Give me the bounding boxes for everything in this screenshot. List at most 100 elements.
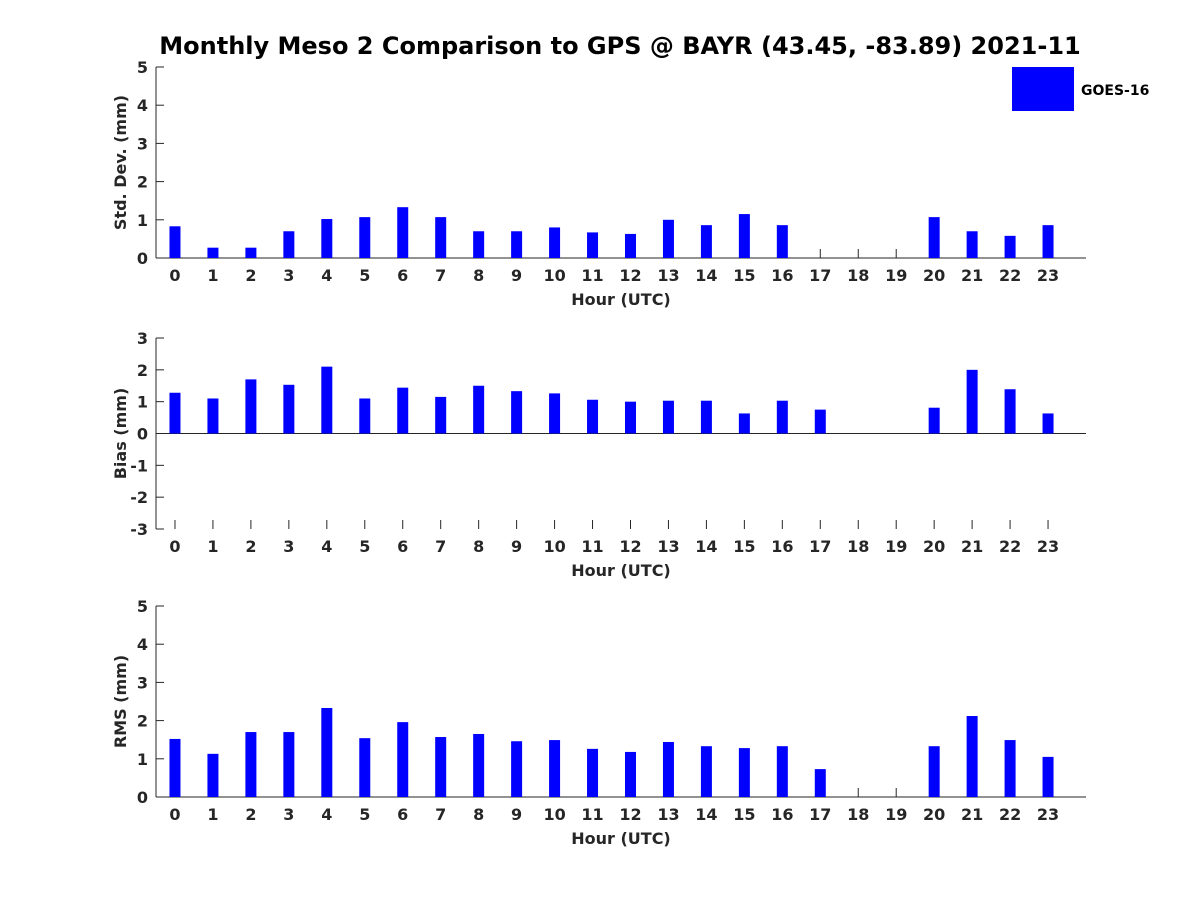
bias-x-tick-label: 21: [961, 537, 983, 556]
std-dev-x-tick-label: 8: [473, 266, 484, 285]
bias-bar: [473, 385, 485, 434]
bias-bar: [359, 398, 371, 434]
rms-x-tick-label: 8: [473, 805, 484, 824]
rms-y-tick-label: 1: [137, 750, 148, 769]
rms-bar: [814, 769, 826, 797]
rms-bar: [435, 737, 447, 797]
bias-bar: [776, 400, 788, 434]
rms-y-axis-title: RMS (mm): [111, 655, 130, 748]
rms-bar: [359, 738, 371, 797]
std-dev-y-tick-label: 0: [137, 249, 148, 268]
rms-x-tick-label: 22: [999, 805, 1021, 824]
rms-bar: [662, 741, 674, 797]
std-dev-x-tick-label: 2: [245, 266, 256, 285]
rms-bar: [776, 746, 788, 797]
std-dev-bar: [1004, 235, 1016, 258]
bias-bar: [1042, 413, 1054, 434]
bias-x-tick-label: 18: [847, 537, 869, 556]
bias-y-tick-label: -2: [130, 488, 148, 507]
rms-bar: [473, 733, 485, 797]
bias-x-tick-label: 8: [473, 537, 484, 556]
bias-x-tick-label: 13: [657, 537, 679, 556]
std-dev-bar: [928, 217, 940, 258]
bias-y-tick-label: -1: [130, 456, 148, 475]
rms-bar: [207, 753, 219, 797]
bias-bar: [587, 399, 599, 434]
rms-bar: [1042, 756, 1054, 797]
bias-x-tick-label: 3: [283, 537, 294, 556]
rms-x-tick-label: 1: [207, 805, 218, 824]
std-dev-bar: [624, 233, 636, 258]
bias-x-tick-label: 14: [695, 537, 717, 556]
bias-bar: [169, 392, 181, 434]
bias-x-tick-label: 2: [245, 537, 256, 556]
rms-y-tick-label: 4: [137, 635, 148, 654]
std-dev-x-tick-label: 17: [809, 266, 831, 285]
bias-x-tick-label: 1: [207, 537, 218, 556]
std-dev-bar: [587, 232, 599, 258]
std-dev-x-tick-label: 3: [283, 266, 294, 285]
rms-bar: [283, 732, 295, 797]
std-dev-x-tick-label: 0: [169, 266, 180, 285]
rms-x-tick-label: 3: [283, 805, 294, 824]
std-dev-x-tick-label: 7: [435, 266, 446, 285]
std-dev-bar: [359, 217, 371, 258]
bias-bar: [511, 391, 523, 434]
rms-bar: [511, 741, 523, 797]
std-dev-x-tick-label: 12: [619, 266, 641, 285]
std-dev-bar: [511, 231, 523, 258]
legend-swatch: [1012, 67, 1074, 111]
bias-y-tick-label: 3: [137, 329, 148, 348]
rms-x-tick-label: 4: [321, 805, 332, 824]
std-dev-x-tick-label: 18: [847, 266, 869, 285]
rms-y-tick-label: 5: [137, 597, 148, 616]
rms-bar: [624, 751, 636, 797]
rms-y-tick-label: 2: [137, 712, 148, 731]
std-dev-x-tick-label: 16: [771, 266, 793, 285]
std-dev-x-tick-label: 19: [885, 266, 907, 285]
std-dev-bar: [169, 226, 181, 258]
rms-bar: [321, 707, 333, 797]
rms-x-tick-label: 14: [695, 805, 717, 824]
bias-x-tick-label: 0: [169, 537, 180, 556]
bias-bar: [435, 396, 447, 434]
bias-x-tick-label: 22: [999, 537, 1021, 556]
std-dev-x-tick-label: 5: [359, 266, 370, 285]
std-dev-bar: [776, 225, 788, 258]
bias-x-tick-label: 19: [885, 537, 907, 556]
bias-x-tick-label: 16: [771, 537, 793, 556]
bias-bar: [662, 400, 674, 434]
std-dev-bar: [1042, 225, 1054, 258]
std-dev-x-tick-label: 10: [543, 266, 565, 285]
rms-x-tick-label: 16: [771, 805, 793, 824]
bias-y-tick-label: 2: [137, 361, 148, 380]
bias-bar: [549, 393, 561, 434]
bias-y-tick-label: -3: [130, 520, 148, 539]
std-dev-x-tick-label: 1: [207, 266, 218, 285]
bias-y-axis-title: Bias (mm): [111, 388, 130, 480]
std-dev-y-tick-label: 1: [137, 211, 148, 230]
rms-bar: [1004, 740, 1016, 797]
rms-x-tick-label: 17: [809, 805, 831, 824]
bias-x-tick-label: 12: [619, 537, 641, 556]
std-dev-x-tick-label: 15: [733, 266, 755, 285]
rms-x-tick-label: 7: [435, 805, 446, 824]
rms-bar: [397, 722, 409, 797]
std-dev-x-tick-label: 11: [581, 266, 603, 285]
rms-x-tick-label: 21: [961, 805, 983, 824]
bias-y-tick-label: 1: [137, 393, 148, 412]
std-dev-bar: [397, 207, 409, 258]
std-dev-bar: [473, 231, 485, 258]
bias-bar: [738, 413, 750, 434]
bias-bar: [966, 369, 978, 434]
std-dev-y-tick-label: 2: [137, 173, 148, 192]
bias-x-tick-label: 11: [581, 537, 603, 556]
bias-x-tick-label: 7: [435, 537, 446, 556]
bias-x-axis-title: Hour (UTC): [571, 561, 671, 580]
rms-x-axis-title: Hour (UTC): [571, 829, 671, 848]
std-dev-x-tick-label: 20: [923, 266, 945, 285]
bias-bar: [928, 407, 940, 434]
